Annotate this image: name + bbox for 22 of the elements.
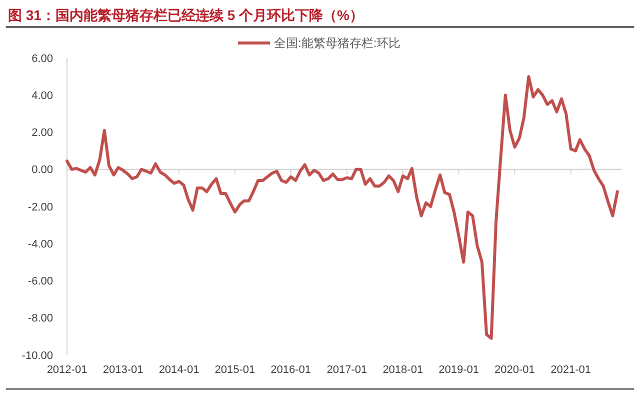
y-tick-label: 6.00 [32, 52, 53, 65]
y-tick-label: 0.00 [32, 164, 53, 176]
chart-title: 图 31：国内能繁母猪存栏已经连续 5 个月环比下降（%） [8, 7, 364, 23]
legend-label: 全国:能繁母猪存栏:环比 [274, 36, 401, 50]
x-tick-label: 2019-01 [438, 364, 479, 376]
x-tick-label: 2013-01 [102, 364, 144, 376]
x-tick-label: 2018-01 [382, 364, 424, 376]
x-tick-label: 2017-01 [326, 364, 368, 376]
y-tick-label: 2.00 [32, 127, 53, 140]
y-tick-label: -4.00 [28, 238, 53, 250]
x-tick-label: 2016-01 [270, 364, 312, 376]
x-tick-label: 2014-01 [158, 364, 200, 376]
y-tick-label: -6.00 [28, 276, 53, 288]
x-tick-label: 2012-01 [46, 364, 88, 376]
y-tick-label: 4.00 [32, 90, 53, 102]
y-tick-label: -2.00 [28, 201, 53, 214]
x-tick-label: 2021-01 [550, 364, 592, 376]
x-tick-label: 2020-01 [494, 364, 535, 376]
y-tick-label: -8.00 [28, 312, 53, 325]
line-series [66, 75, 619, 340]
y-tick-label: -10.00 [22, 350, 53, 362]
x-tick-label: 2015-01 [214, 364, 256, 376]
